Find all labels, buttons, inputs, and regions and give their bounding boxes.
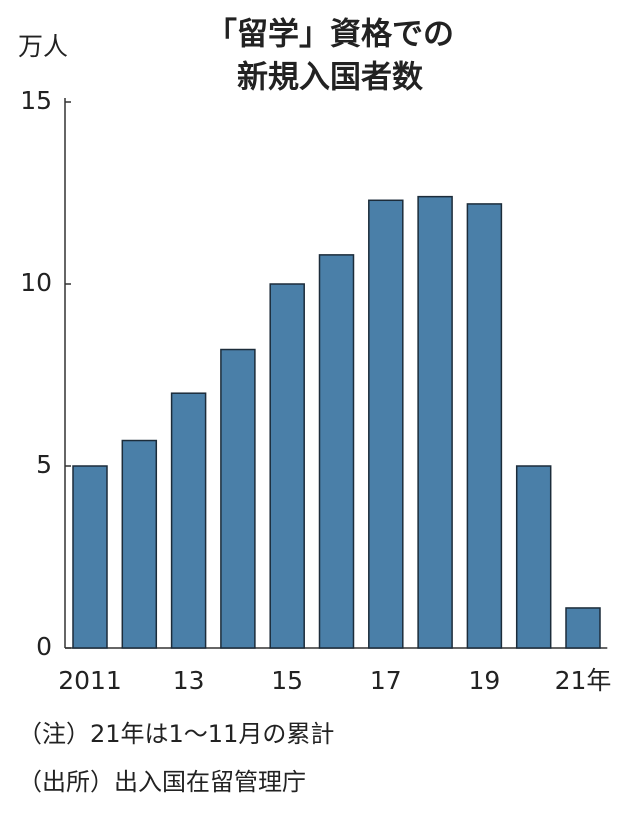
- bar: [318, 254, 355, 649]
- bar: [466, 203, 503, 649]
- bar: [72, 465, 108, 649]
- x-tick-label: 2011: [58, 666, 122, 695]
- bar: [565, 607, 601, 649]
- x-tick-label: 19: [468, 666, 500, 695]
- y-tick-label: 15: [20, 86, 52, 115]
- bar: [417, 195, 453, 649]
- y-tick-label: 0: [36, 632, 52, 661]
- bar: [269, 283, 305, 649]
- x-tick-label: 15: [271, 666, 303, 695]
- y-tick-label: 5: [36, 450, 52, 479]
- chart-title: 「留学」資格での: [206, 17, 454, 53]
- note: （出所）出入国在留管理庁: [18, 768, 306, 796]
- bar: [170, 392, 207, 649]
- y-tick-label: 10: [20, 268, 52, 297]
- chart-title: 新規入国者数: [237, 60, 423, 96]
- x-tick-label: 21年: [555, 666, 612, 695]
- y-unit: 万人: [18, 32, 68, 61]
- note: （注）21年は1～11月の累計: [18, 720, 334, 748]
- bar: [220, 348, 256, 649]
- bar: [121, 439, 158, 649]
- x-tick-label: 13: [173, 666, 205, 695]
- bar: [368, 199, 404, 649]
- bar: [515, 465, 552, 649]
- x-tick-label: 17: [370, 666, 402, 695]
